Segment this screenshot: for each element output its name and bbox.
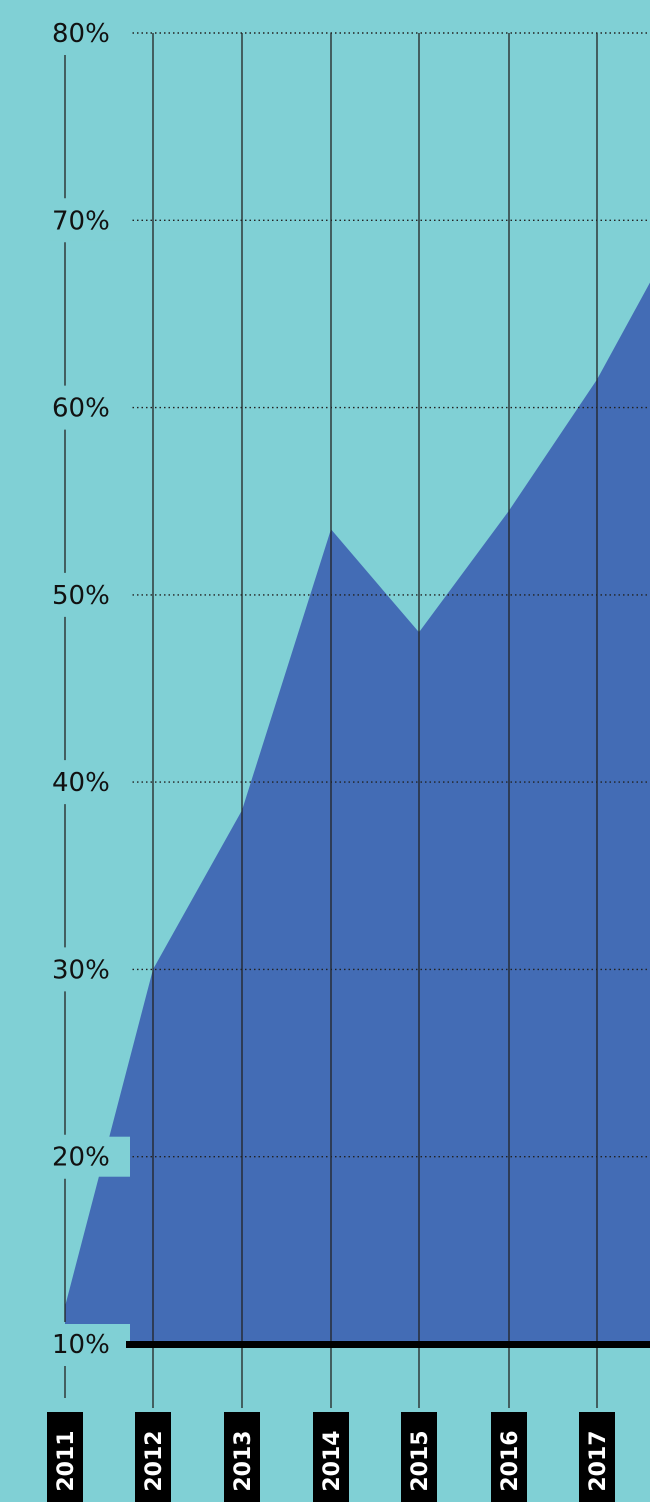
x-tick-label-box [224,1412,260,1502]
baseline-layer [126,1341,650,1348]
x-tick-label: 2015 [408,1430,433,1491]
y-tick-label-bg [46,949,130,990]
horizontal-gridlines [128,32,650,1158]
x-tick-label: 2017 [586,1430,611,1491]
x-tick-label: 2012 [142,1430,167,1491]
x-tick-label: 2014 [320,1430,345,1491]
x-tick-label-box [491,1412,527,1502]
y-tick-label: 50% [52,581,110,611]
baseline [126,1341,650,1348]
y-tick-label: 80% [52,19,110,49]
y-tick-label: 30% [52,955,110,985]
x-tick-label: 2011 [54,1430,79,1491]
x-tick-label-box [313,1412,349,1502]
y-tick-label: 10% [52,1330,110,1360]
area-series [65,282,650,1344]
y-tick-label-bg [46,762,130,803]
y-tick-label-bg [46,1324,130,1364]
area-layer [65,282,650,1344]
x-axis-labels: 2011 2012 2013 2014 2015 2016 2017 [47,1412,615,1502]
y-tick-label: 60% [52,394,110,424]
x-tick-label-box [401,1412,437,1502]
x-tick-label-box [47,1412,83,1502]
y-axis-labels: 80% 70% 60% 50% 40% 30% 20% 10% [46,13,130,1364]
x-tick-label-box [579,1412,615,1502]
y-tick-label-bg [46,574,130,615]
y-tick-label: 20% [52,1143,110,1173]
y-tick-label: 40% [52,768,110,798]
x-tick-label: 2016 [498,1430,523,1491]
y-tick-label: 70% [52,206,110,236]
y-tick-label-bg [46,1136,130,1177]
y-tick-label-bg [46,387,130,428]
y-tick-label-bg [46,200,130,241]
vertical-gridlines [64,33,598,1408]
x-tick-label: 2013 [231,1430,256,1491]
y-tick-label-bg [46,13,130,53]
x-tick-label-box [135,1412,171,1502]
